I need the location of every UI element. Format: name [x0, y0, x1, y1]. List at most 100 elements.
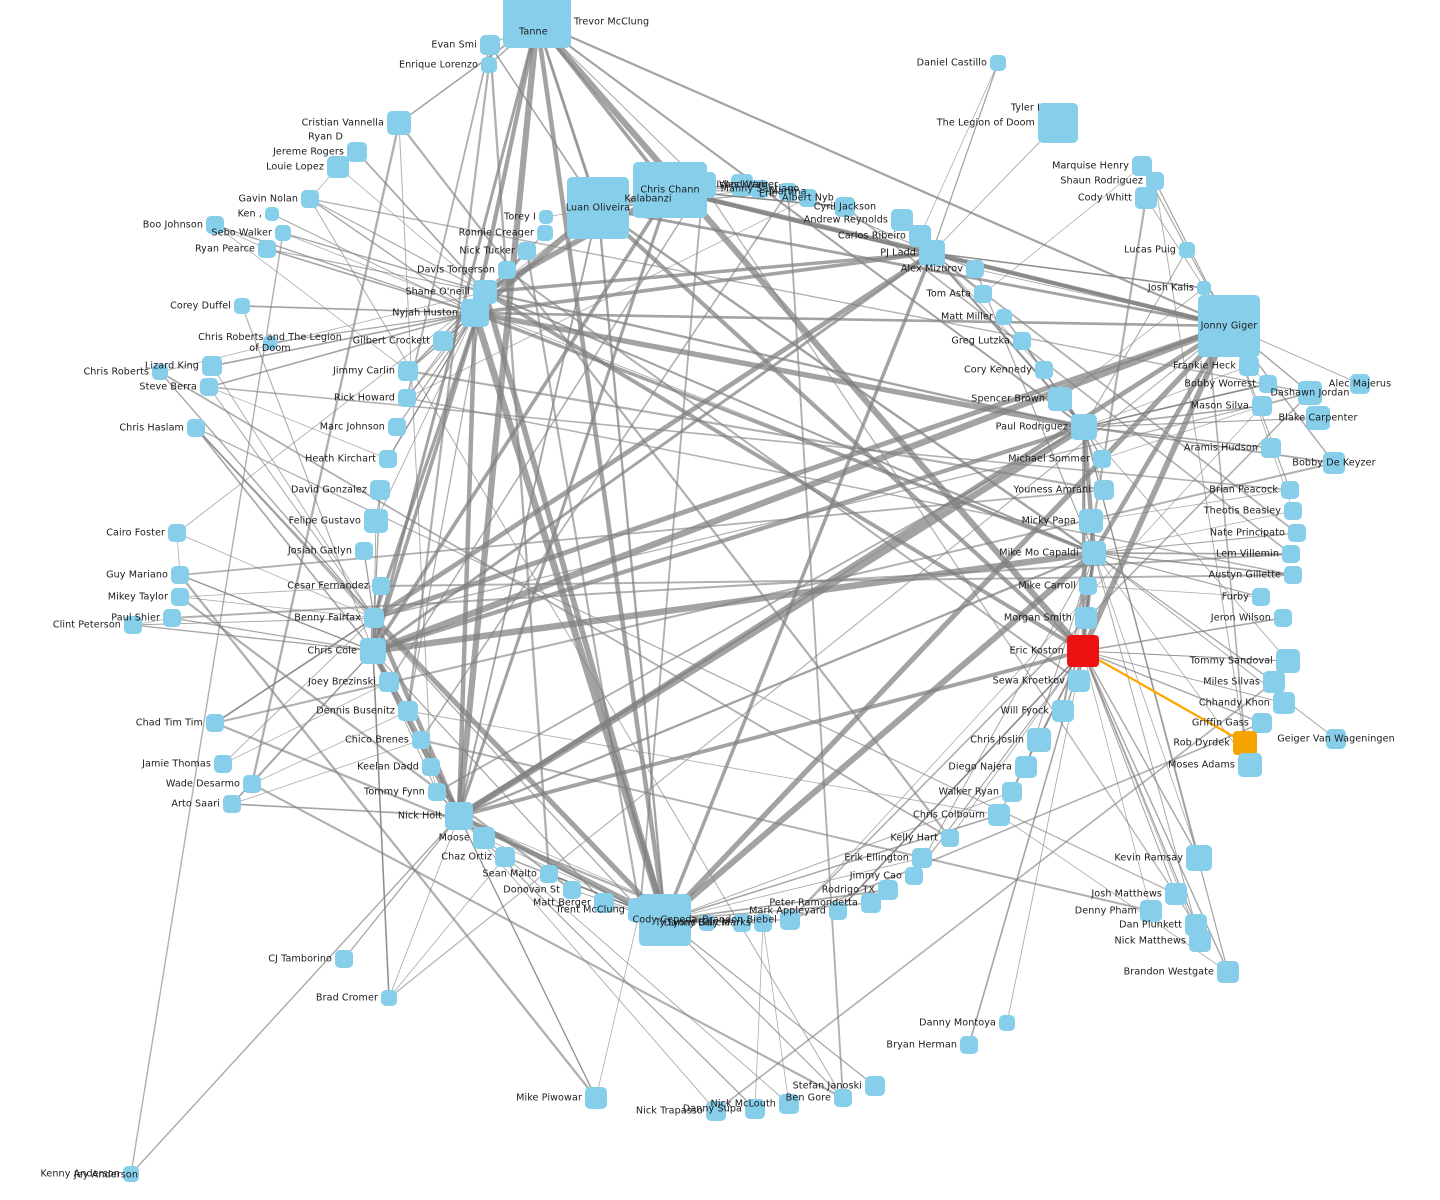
graph-node[interactable]	[398, 701, 418, 721]
graph-node[interactable]	[1067, 635, 1099, 667]
graph-node[interactable]	[258, 240, 276, 258]
graph-node[interactable]	[745, 1099, 765, 1119]
graph-node[interactable]	[1052, 700, 1074, 722]
graph-node[interactable]	[1079, 509, 1103, 533]
graph-node[interactable]	[152, 364, 168, 380]
graph-node[interactable]	[263, 336, 277, 350]
graph-node[interactable]	[1284, 502, 1302, 520]
graph-node[interactable]	[996, 309, 1012, 325]
graph-node[interactable]	[1238, 753, 1262, 777]
graph-node[interactable]	[540, 865, 558, 883]
graph-node[interactable]	[372, 577, 390, 595]
graph-node[interactable]	[1284, 566, 1302, 584]
graph-node[interactable]	[1165, 883, 1187, 905]
graph-node[interactable]	[1306, 406, 1330, 430]
graph-node[interactable]	[1035, 361, 1053, 379]
graph-node[interactable]	[567, 177, 629, 239]
graph-node[interactable]	[171, 588, 189, 606]
graph-node[interactable]	[1135, 187, 1157, 209]
graph-node[interactable]	[480, 35, 500, 55]
graph-node[interactable]	[1186, 845, 1212, 871]
graph-node[interactable]	[1079, 577, 1097, 595]
graph-node[interactable]	[912, 848, 932, 868]
graph-node[interactable]	[206, 216, 224, 234]
graph-node[interactable]	[422, 758, 440, 776]
graph-node[interactable]	[388, 418, 406, 436]
graph-node[interactable]	[481, 57, 497, 73]
graph-node[interactable]	[364, 608, 384, 628]
graph-node[interactable]	[960, 1036, 978, 1054]
graph-node[interactable]	[1075, 607, 1097, 629]
graph-node[interactable]	[1093, 450, 1111, 468]
graph-node[interactable]	[891, 209, 913, 231]
graph-node[interactable]	[1002, 782, 1022, 802]
graph-node[interactable]	[1298, 381, 1322, 405]
graph-node[interactable]	[779, 183, 797, 201]
graph-node[interactable]	[829, 902, 847, 920]
graph-node[interactable]	[347, 142, 367, 162]
graph-node[interactable]	[1326, 729, 1346, 749]
graph-node[interactable]	[1140, 900, 1162, 922]
graph-node[interactable]	[941, 829, 959, 847]
graph-node[interactable]	[364, 509, 388, 533]
graph-node[interactable]	[1261, 438, 1281, 458]
graph-node[interactable]	[699, 915, 715, 931]
graph-node[interactable]	[381, 990, 397, 1006]
graph-node[interactable]	[1281, 481, 1299, 499]
graph-node[interactable]	[1252, 396, 1272, 416]
graph-node[interactable]	[498, 261, 516, 279]
graph-node[interactable]	[690, 172, 716, 198]
graph-node[interactable]	[835, 197, 855, 217]
graph-node[interactable]	[1259, 375, 1277, 393]
graph-node[interactable]	[1252, 588, 1270, 606]
graph-node[interactable]	[974, 285, 992, 303]
graph-node[interactable]	[1273, 692, 1295, 714]
graph-node[interactable]	[1276, 649, 1300, 673]
graph-node[interactable]	[639, 894, 691, 946]
graph-node[interactable]	[461, 299, 489, 327]
graph-node[interactable]	[563, 881, 581, 899]
graph-node[interactable]	[335, 950, 353, 968]
graph-node[interactable]	[265, 207, 279, 221]
graph-node[interactable]	[398, 361, 418, 381]
graph-node[interactable]	[966, 260, 984, 278]
graph-node[interactable]	[275, 225, 291, 241]
graph-node[interactable]	[1132, 156, 1152, 176]
graph-node[interactable]	[301, 190, 319, 208]
graph-node[interactable]	[594, 893, 614, 913]
graph-node[interactable]	[187, 419, 205, 437]
graph-node[interactable]	[754, 914, 772, 932]
graph-node[interactable]	[1217, 961, 1239, 983]
graph-node[interactable]	[1146, 172, 1164, 190]
graph-node[interactable]	[379, 672, 399, 692]
graph-node[interactable]	[539, 210, 553, 224]
graph-node[interactable]	[988, 804, 1010, 826]
graph-node[interactable]	[1239, 356, 1259, 376]
graph-node[interactable]	[200, 378, 218, 396]
graph-node[interactable]	[355, 542, 373, 560]
graph-node[interactable]	[445, 802, 473, 830]
graph-node[interactable]	[1027, 728, 1051, 752]
graph-node[interactable]	[379, 450, 397, 468]
graph-node[interactable]	[799, 189, 817, 207]
graph-node[interactable]	[585, 1087, 607, 1109]
graph-node[interactable]	[360, 638, 386, 664]
graph-node[interactable]	[473, 827, 495, 849]
graph-node[interactable]	[243, 775, 261, 793]
graph-node[interactable]	[1082, 541, 1106, 565]
graph-node[interactable]	[168, 524, 186, 542]
graph-node[interactable]	[428, 783, 446, 801]
graph-node[interactable]	[433, 331, 453, 351]
graph-node[interactable]	[206, 714, 224, 732]
graph-node[interactable]	[990, 55, 1006, 71]
graph-node[interactable]	[861, 893, 881, 913]
graph-node[interactable]	[919, 240, 945, 266]
graph-node[interactable]	[733, 914, 751, 932]
graph-node[interactable]	[398, 389, 416, 407]
graph-node[interactable]	[834, 1089, 852, 1107]
graph-node[interactable]	[1068, 670, 1090, 692]
graph-node[interactable]	[387, 111, 411, 135]
graph-node[interactable]	[1048, 387, 1072, 411]
graph-node[interactable]	[1274, 609, 1292, 627]
graph-node[interactable]	[202, 356, 222, 376]
